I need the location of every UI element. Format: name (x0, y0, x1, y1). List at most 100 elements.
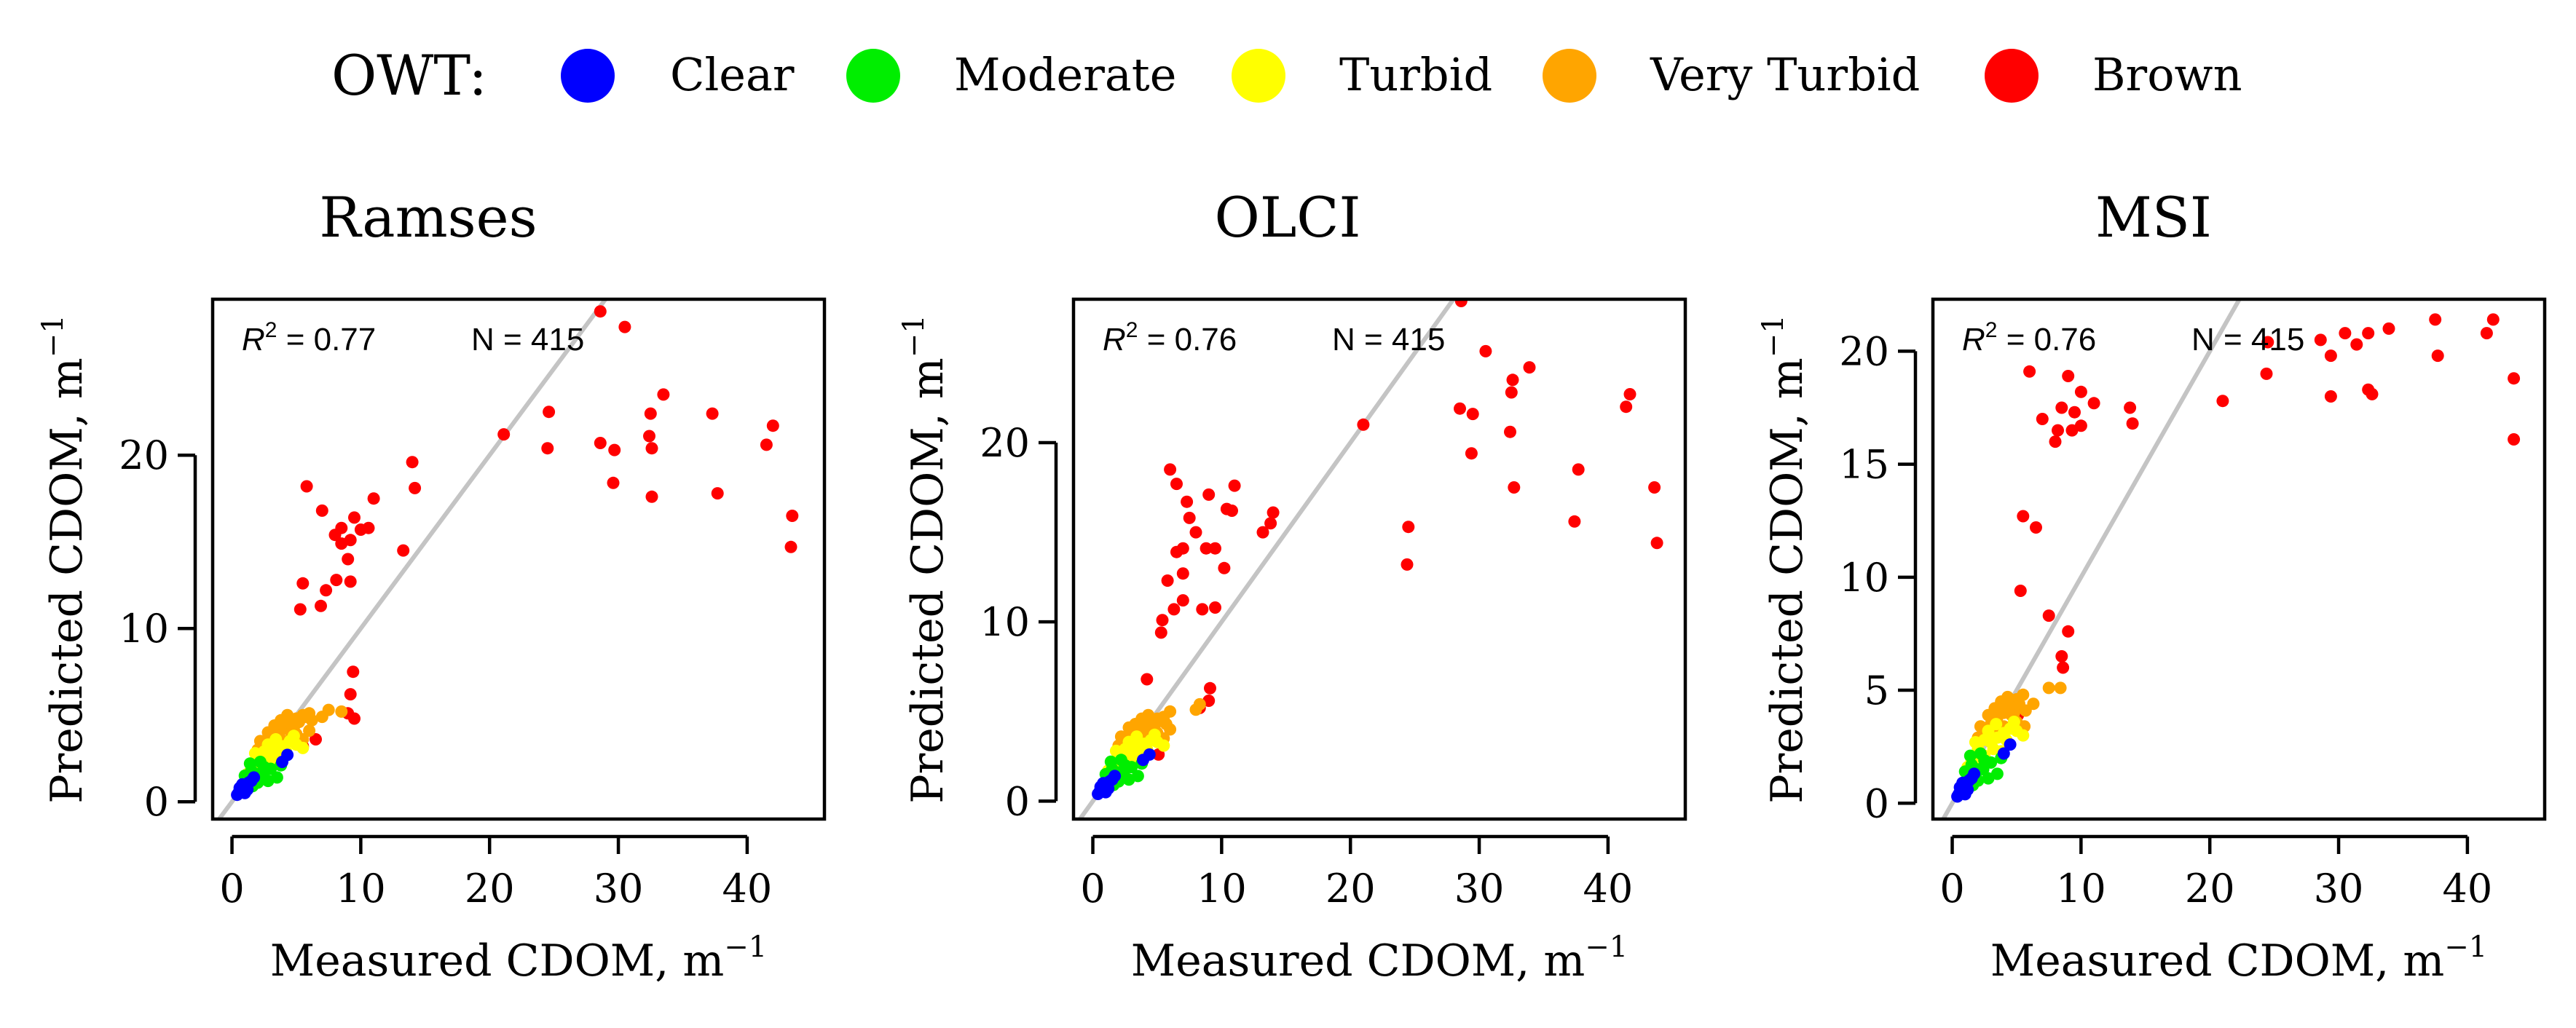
data-point (253, 756, 267, 768)
data-point (1228, 479, 1241, 492)
y-axis-label: Predicted CDOM, m−1 (1757, 315, 1813, 804)
data-point (2261, 336, 2274, 349)
data-point (342, 553, 355, 566)
n-annotation: N = 415 (471, 322, 584, 357)
data-point (2001, 690, 2014, 703)
legend-label-brown: Brown (2092, 48, 2242, 101)
data-point (1264, 517, 1277, 530)
data-point (1209, 542, 1221, 555)
x-tick-label: 20 (465, 866, 515, 912)
data-point (2074, 419, 2087, 432)
data-point (1951, 790, 1964, 803)
data-point (2339, 327, 2352, 340)
one-to-one-line (217, 299, 609, 819)
data-point (1104, 755, 1117, 768)
data-point (1137, 754, 1149, 767)
data-point (2124, 401, 2137, 414)
y-tick-label: 20 (119, 432, 169, 478)
data-point (2062, 370, 2075, 382)
data-point (1200, 542, 1213, 555)
data-point (241, 783, 254, 796)
data-point (1196, 603, 1209, 616)
data-point (608, 443, 621, 456)
data-point (1130, 730, 1143, 743)
data-point (1141, 673, 1154, 686)
plot-frame (1931, 297, 2547, 821)
data-point (315, 504, 328, 517)
data-point (2382, 322, 2395, 335)
legend-marker-clear (561, 49, 615, 103)
y-tick-label: 10 (980, 599, 1030, 645)
chart-panel-3: MSI 0 10 20 30 40 0 5 10 15 20 Measured CDOM, m−1 Pr… (1757, 185, 2547, 987)
data-point (2508, 433, 2521, 446)
y-axis: 0 10 20 (119, 432, 197, 825)
data-point (2480, 327, 2493, 340)
data-point (497, 428, 511, 441)
data-point (2431, 349, 2444, 363)
data-point (1176, 594, 1189, 607)
data-point (1176, 567, 1189, 580)
data-point (2030, 521, 2042, 534)
one-to-one-line (1941, 299, 2242, 819)
data-point (1974, 747, 1987, 760)
legend-label-clear: Clear (670, 48, 795, 101)
data-point (2324, 390, 2337, 403)
data-point (1620, 400, 1633, 414)
y-axis: 0 5 10 15 20 (1839, 328, 1918, 826)
data-point (1181, 495, 1194, 508)
data-point (330, 574, 343, 587)
series-clear (231, 748, 294, 802)
x-tick-label: 0 (219, 866, 244, 912)
data-point (362, 521, 375, 534)
data-point (1209, 601, 1221, 614)
data-point (1978, 733, 1991, 746)
data-point (1092, 788, 1105, 800)
data-point (2014, 585, 2027, 597)
x-tick-label: 40 (722, 866, 773, 912)
data-point (2350, 338, 2363, 351)
x-tick-label: 30 (2314, 866, 2364, 912)
data-point (2036, 413, 2049, 425)
data-point (344, 688, 357, 701)
x-axis: 0 10 20 30 40 (1939, 834, 2492, 912)
data-point (2062, 625, 2075, 638)
data-point (2324, 349, 2337, 363)
data-point (2074, 385, 2087, 398)
data-point (2314, 333, 2327, 347)
data-point (543, 406, 556, 419)
one-to-one-line (1078, 299, 1457, 819)
data-point (1623, 388, 1636, 400)
data-point (1170, 478, 1183, 491)
data-point (1572, 463, 1585, 476)
x-tick-label: 10 (1197, 866, 1247, 912)
data-point (231, 788, 244, 802)
data-point (1505, 386, 1518, 399)
data-point (1402, 521, 1415, 534)
y-tick-label: 20 (980, 420, 1030, 466)
data-point (409, 481, 422, 494)
x-axis-label: Measured CDOM, m−1 (270, 930, 767, 987)
data-point (706, 407, 719, 420)
data-point (269, 733, 283, 746)
chart-title: Ramses (319, 185, 537, 250)
y-axis: 0 10 20 (980, 420, 1058, 824)
data-point (1154, 626, 1167, 639)
data-point (2508, 372, 2521, 385)
data-point (1164, 463, 1177, 476)
data-point (1961, 783, 1974, 796)
legend-marker-turbid (1232, 49, 1285, 103)
data-point (1479, 344, 1492, 357)
data-point (1108, 770, 1122, 783)
data-point (335, 705, 348, 718)
data-point (296, 577, 310, 590)
data-point (2000, 700, 2013, 713)
x-tick-label: 30 (1454, 866, 1505, 912)
plot-frame (210, 297, 827, 821)
data-point (287, 730, 300, 743)
data-point (786, 510, 799, 522)
data-point (2486, 313, 2500, 326)
chart-title: OLCI (1215, 185, 1361, 250)
data-point (315, 599, 327, 612)
data-point (2052, 424, 2064, 437)
